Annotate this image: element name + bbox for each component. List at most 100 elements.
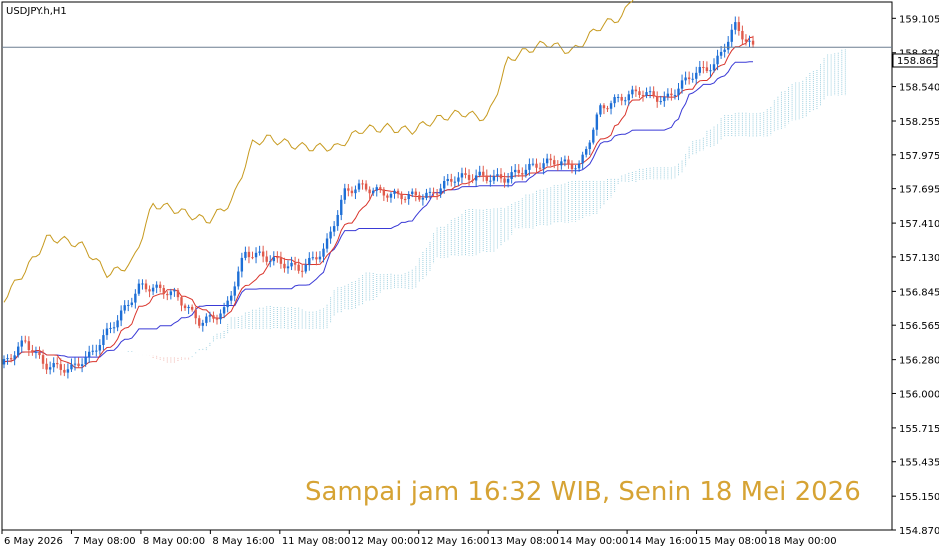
candle-body (52, 363, 55, 368)
candle-body (301, 270, 304, 272)
candle-body (372, 190, 375, 194)
y-tick-label: 156.845 (899, 287, 939, 298)
candle-body (528, 163, 531, 170)
candle-body (347, 188, 350, 191)
x-tick-label: 12 May 00:00 (351, 536, 420, 547)
candle-body (616, 96, 620, 98)
y-tick-label: 158.255 (899, 117, 939, 128)
candles (2, 16, 755, 379)
candle-body (460, 173, 464, 178)
candle-body (492, 175, 496, 181)
candle-body (219, 313, 222, 320)
x-axis: 6 May 2026 7 May 08:00 8 May 00:00 8 May 16… (1, 530, 837, 547)
candle-body (510, 172, 513, 179)
candle-body (684, 77, 687, 81)
symbol-label: USDJPY.h,H1 (6, 6, 67, 17)
candle-body (80, 364, 84, 367)
candle-body (240, 257, 244, 272)
candle-body (542, 163, 545, 169)
candle-body (212, 315, 215, 319)
candle-body (88, 351, 91, 358)
candle-body (506, 178, 510, 183)
candle-body (648, 91, 652, 93)
x-tick-label: 6 May 2026 (4, 536, 63, 547)
candle-body (588, 142, 591, 150)
candle-body (230, 295, 233, 301)
candle-body (279, 257, 283, 264)
candle-body (187, 306, 190, 309)
current-price-box (892, 53, 938, 68)
candle-body (343, 188, 346, 200)
candle-body (691, 78, 694, 80)
candle-body (687, 77, 691, 80)
candle-body (737, 22, 741, 31)
candle-body (709, 70, 712, 72)
candle-body (585, 149, 588, 155)
candle-body (499, 174, 503, 179)
candle-body (634, 89, 638, 92)
candle-body (180, 297, 183, 306)
candle-body (137, 283, 141, 294)
candle-body (155, 284, 158, 288)
candle-body (719, 51, 723, 56)
candle-body (166, 293, 169, 296)
candle-body (13, 355, 16, 360)
candle-body (318, 256, 322, 260)
candle-body (27, 341, 31, 351)
candle-body (613, 97, 616, 104)
y-tick-label: 157.130 (899, 253, 939, 264)
candle-body (574, 168, 577, 170)
kijun-sen-line (3, 61, 753, 363)
candle-body (2, 359, 6, 365)
candle-body (712, 64, 716, 71)
candle-body (59, 364, 62, 370)
candle-body (215, 318, 219, 320)
y-tick-label: 156.565 (899, 321, 939, 332)
chikou-span-line (3, 0, 634, 303)
candle-body (41, 355, 45, 364)
y-tick-label: 159.105 (899, 14, 939, 25)
candle-body (464, 173, 467, 175)
candle-body (521, 173, 524, 175)
x-tick-label: 15 May 08:00 (699, 536, 768, 547)
candle-body (6, 358, 9, 360)
candle-body (123, 305, 126, 311)
candle-body (226, 300, 229, 308)
candle-body (84, 357, 87, 365)
candle-body (428, 191, 432, 193)
candle-body (695, 72, 698, 79)
candle-body (63, 369, 66, 373)
candle-body (127, 304, 130, 306)
candle-body (134, 293, 137, 303)
candle-body (549, 158, 552, 161)
candle-body (48, 367, 52, 370)
y-tick-label: 157.410 (899, 219, 939, 230)
candle-body (237, 271, 240, 287)
candle-body (393, 190, 396, 194)
x-tick-label: 13 May 08:00 (490, 536, 559, 547)
candle-body (414, 191, 417, 196)
candle-body (322, 248, 325, 257)
y-tick-label: 155.150 (899, 492, 939, 503)
candle-body (151, 287, 155, 292)
candle-body (368, 189, 371, 194)
candle-body (105, 328, 109, 336)
candle-body (24, 340, 27, 342)
candle-body (482, 171, 485, 176)
candle-body (435, 193, 439, 195)
candle-body (379, 187, 382, 190)
candle-body (293, 262, 297, 265)
candle-body (116, 320, 119, 328)
candle-body (91, 350, 94, 352)
candle-body (9, 358, 13, 360)
candle-body (716, 55, 719, 65)
candle-body (272, 257, 275, 262)
candle-body (723, 49, 726, 52)
candle-body (276, 257, 279, 259)
candle-body (577, 163, 581, 169)
candle-body (627, 94, 630, 101)
candle-body (109, 327, 112, 329)
candle-body (439, 188, 442, 195)
x-tick-label: 14 May 00:00 (560, 536, 629, 547)
candle-body (748, 40, 751, 42)
